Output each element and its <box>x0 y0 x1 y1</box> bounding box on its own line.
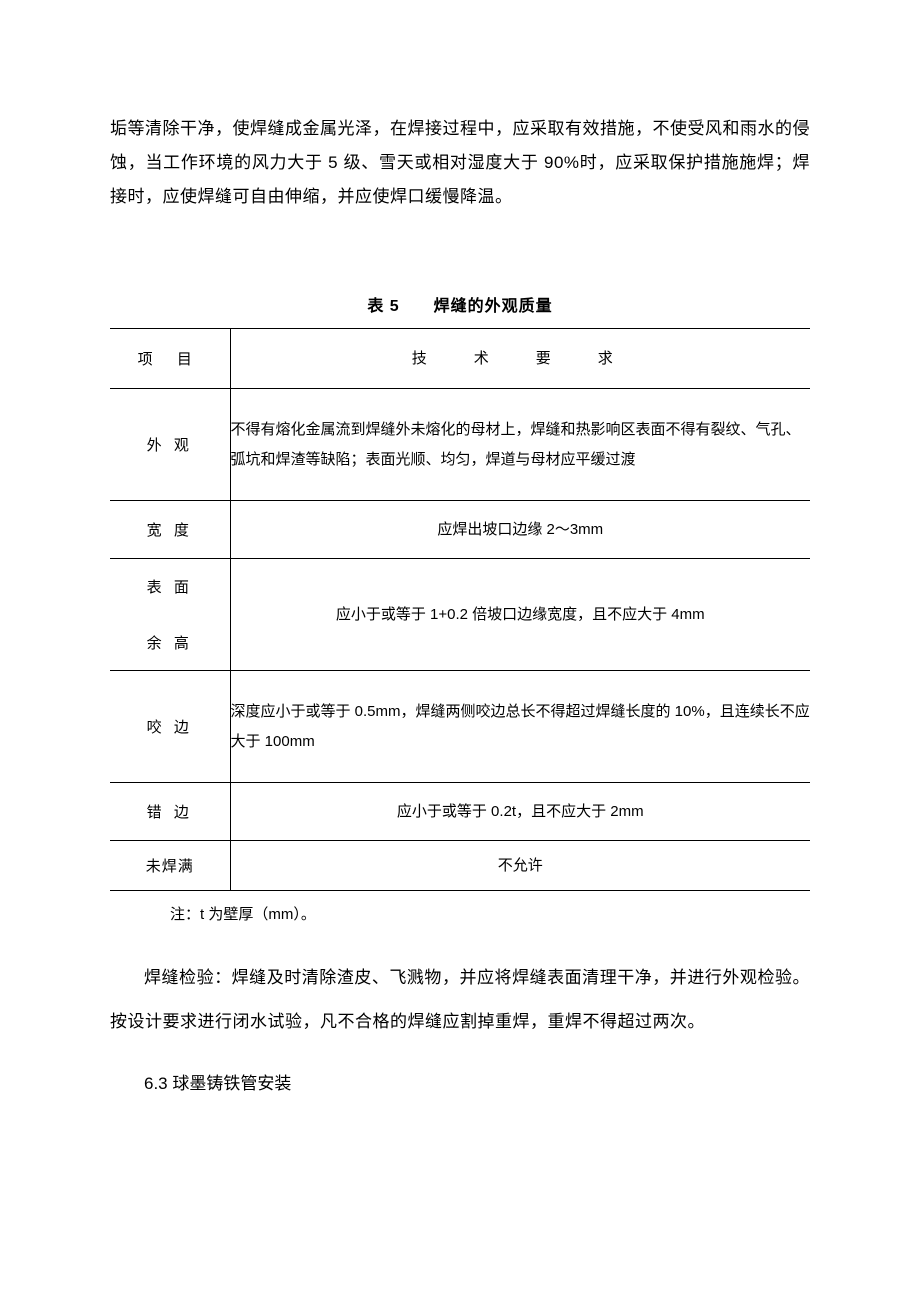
row-value: 应小于或等于 0.2t，且不应大于 2mm <box>230 783 810 841</box>
section-heading: 6.3 球墨铸铁管安装 <box>110 1062 810 1106</box>
table-row: 宽 度 应焊出坡口边缘 2～3mm <box>110 501 810 559</box>
row-value: 不得有熔化金属流到焊缝外未熔化的母材上，焊缝和热影响区表面不得有裂纹、气孔、弧坑… <box>230 389 810 501</box>
table-row: 错 边 应小于或等于 0.2t，且不应大于 2mm <box>110 783 810 841</box>
body-paragraph: 焊缝检验：焊缝及时清除渣皮、飞溅物，并应将焊缝表面清理干净，并进行外观检验。按设… <box>110 956 810 1044</box>
table-row: 外 观 不得有熔化金属流到焊缝外未熔化的母材上，焊缝和热影响区表面不得有裂纹、气… <box>110 389 810 501</box>
table-header-row: 项 目 技 术 要 求 <box>110 329 810 389</box>
table-row: 未焊满 不允许 <box>110 841 810 891</box>
table-footnote: 注：t 为壁厚（mm）。 <box>110 901 810 928</box>
weld-quality-table: 项 目 技 术 要 求 外 观 不得有熔化金属流到焊缝外未熔化的母材上，焊缝和热… <box>110 328 810 891</box>
table-row: 咬 边 深度应小于或等于 0.5mm，焊缝两侧咬边总长不得超过焊缝长度的 10%… <box>110 671 810 783</box>
row-label-a: 表 面 <box>147 562 193 611</box>
document-page: 垢等清除干净，使焊缝成金属光泽，在焊接过程中，应采取有效措施，不使受风和雨水的侵… <box>0 0 920 1107</box>
row-label: 宽 度 <box>110 501 230 559</box>
row-value: 应小于或等于 1+0.2 倍坡口边缘宽度，且不应大于 4mm <box>230 559 810 671</box>
header-req-col: 技 术 要 求 <box>230 329 810 389</box>
row-label-stacked: 表 面 余 高 <box>110 559 230 671</box>
row-label: 未焊满 <box>110 841 230 891</box>
header-item-col: 项 目 <box>110 329 230 389</box>
row-value: 不允许 <box>230 841 810 891</box>
row-label-b: 余 高 <box>147 618 193 667</box>
row-label: 外 观 <box>110 389 230 501</box>
intro-paragraph: 垢等清除干净，使焊缝成金属光泽，在焊接过程中，应采取有效措施，不使受风和雨水的侵… <box>110 112 810 214</box>
table-title: 表 5 焊缝的外观质量 <box>110 292 810 316</box>
row-label: 错 边 <box>110 783 230 841</box>
row-value: 应焊出坡口边缘 2～3mm <box>230 501 810 559</box>
row-label: 咬 边 <box>110 671 230 783</box>
row-value: 深度应小于或等于 0.5mm，焊缝两侧咬边总长不得超过焊缝长度的 10%，且连续… <box>230 671 810 783</box>
table-row: 表 面 余 高 应小于或等于 1+0.2 倍坡口边缘宽度，且不应大于 4mm <box>110 559 810 671</box>
